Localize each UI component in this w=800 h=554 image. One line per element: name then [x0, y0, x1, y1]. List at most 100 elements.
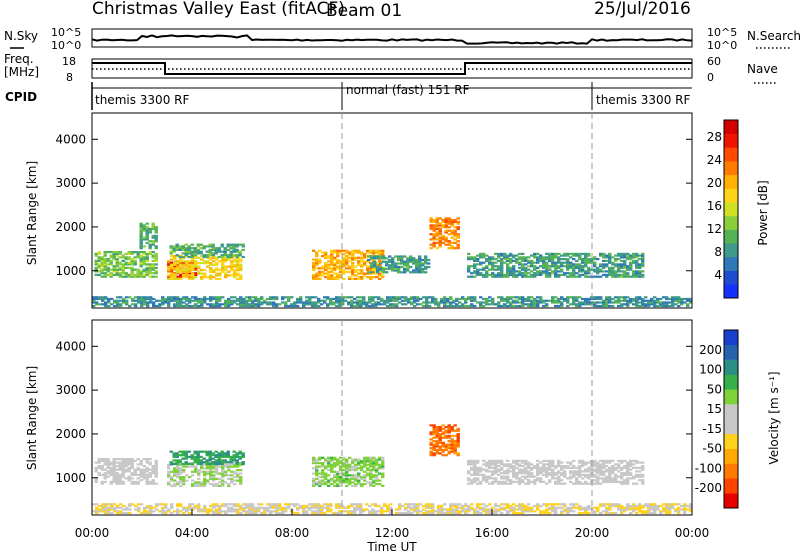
echo-cell	[674, 303, 678, 306]
echo-cell	[435, 222, 439, 225]
echo-cell	[194, 266, 198, 269]
echo-cell	[494, 459, 498, 462]
echo-cell	[467, 477, 471, 480]
echo-cell	[689, 504, 693, 508]
echo-cell	[134, 304, 138, 308]
echo-cell	[164, 299, 168, 302]
echo-cell	[345, 465, 349, 468]
echo-cell	[536, 466, 540, 469]
echo-cell	[233, 270, 237, 273]
echo-cell	[386, 506, 390, 509]
echo-cell	[467, 479, 471, 482]
echo-cell	[623, 272, 627, 275]
echo-cell	[605, 259, 609, 262]
echo-cell	[435, 234, 439, 237]
echo-cell	[638, 296, 642, 299]
echo-cell	[372, 479, 376, 482]
echo-cell	[614, 511, 618, 515]
echo-cell	[212, 484, 216, 487]
echo-cell	[491, 463, 495, 466]
echo-cell	[327, 465, 331, 468]
echo-cell	[92, 503, 96, 506]
echo-cell	[205, 461, 209, 464]
echo-cell	[482, 301, 486, 304]
echo-cell	[239, 299, 243, 302]
echo-cell	[200, 483, 204, 486]
echo-cell	[148, 245, 152, 248]
echo-cell	[122, 299, 126, 302]
echo-cell	[581, 297, 585, 301]
echo-cell	[418, 264, 422, 267]
echo-cell	[569, 296, 573, 299]
echo-cell	[389, 303, 393, 306]
echo-cell	[154, 263, 158, 266]
echo-cell	[482, 304, 486, 308]
echo-cell	[581, 270, 585, 273]
echo-cell	[372, 465, 376, 468]
echo-cell	[366, 260, 370, 263]
echo-cell	[551, 473, 555, 476]
echo-cell	[209, 469, 213, 472]
echo-cell	[179, 273, 183, 276]
echo-cell	[596, 304, 600, 308]
echo-cell	[113, 503, 117, 506]
echo-cell	[521, 266, 525, 269]
echo-cell	[235, 455, 239, 458]
echo-cell	[194, 481, 198, 484]
echo-cell	[164, 301, 168, 304]
echo-cell	[515, 473, 519, 476]
echo-cell	[620, 508, 624, 511]
echo-cell	[112, 256, 116, 259]
echo-cell	[563, 273, 567, 276]
echo-cell	[315, 477, 319, 480]
echo-cell	[506, 299, 510, 302]
echo-cell	[665, 506, 669, 509]
echo-cell	[368, 504, 372, 508]
echo-cell	[671, 301, 675, 304]
echo-cell	[467, 508, 471, 511]
echo-cell	[170, 277, 174, 280]
echo-cell	[521, 297, 525, 301]
echo-cell	[182, 483, 186, 486]
echo-cell	[518, 468, 522, 471]
echo-cell	[431, 296, 435, 299]
echo-cell	[551, 472, 555, 475]
echo-cell	[599, 459, 603, 462]
echo-cell	[545, 268, 549, 271]
echo-cell	[188, 265, 192, 268]
echo-cell	[308, 503, 312, 506]
echo-cell	[450, 434, 454, 437]
echo-cell	[482, 261, 486, 264]
echo-cell	[536, 259, 540, 262]
echo-cell	[441, 219, 445, 222]
echo-cell	[348, 251, 352, 254]
echo-cell	[169, 245, 173, 248]
echo-cell	[209, 277, 213, 280]
echo-cell	[632, 466, 636, 469]
echo-cell	[154, 482, 158, 485]
echo-cell	[434, 303, 438, 306]
echo-cell	[617, 463, 621, 466]
echo-cell	[109, 272, 113, 275]
echo-cell	[599, 275, 603, 278]
echo-cell	[416, 506, 420, 509]
echo-cell	[335, 504, 339, 508]
echo-cell	[260, 506, 264, 509]
echo-cell	[608, 299, 612, 302]
echo-cell	[551, 252, 555, 255]
echo-cell	[136, 482, 140, 485]
echo-cell	[435, 441, 439, 444]
echo-cell	[347, 506, 351, 509]
echo-cell	[518, 465, 522, 468]
echo-cell	[506, 479, 510, 482]
echo-cell	[572, 303, 576, 306]
echo-cell	[438, 434, 442, 437]
echo-cell	[200, 481, 204, 484]
echo-cell	[179, 263, 183, 266]
echo-cell	[438, 233, 442, 236]
echo-cell	[470, 258, 474, 261]
echo-cell	[357, 251, 361, 254]
echo-cell	[456, 445, 460, 448]
echo-cell	[382, 271, 386, 274]
echo-cell	[548, 461, 552, 464]
